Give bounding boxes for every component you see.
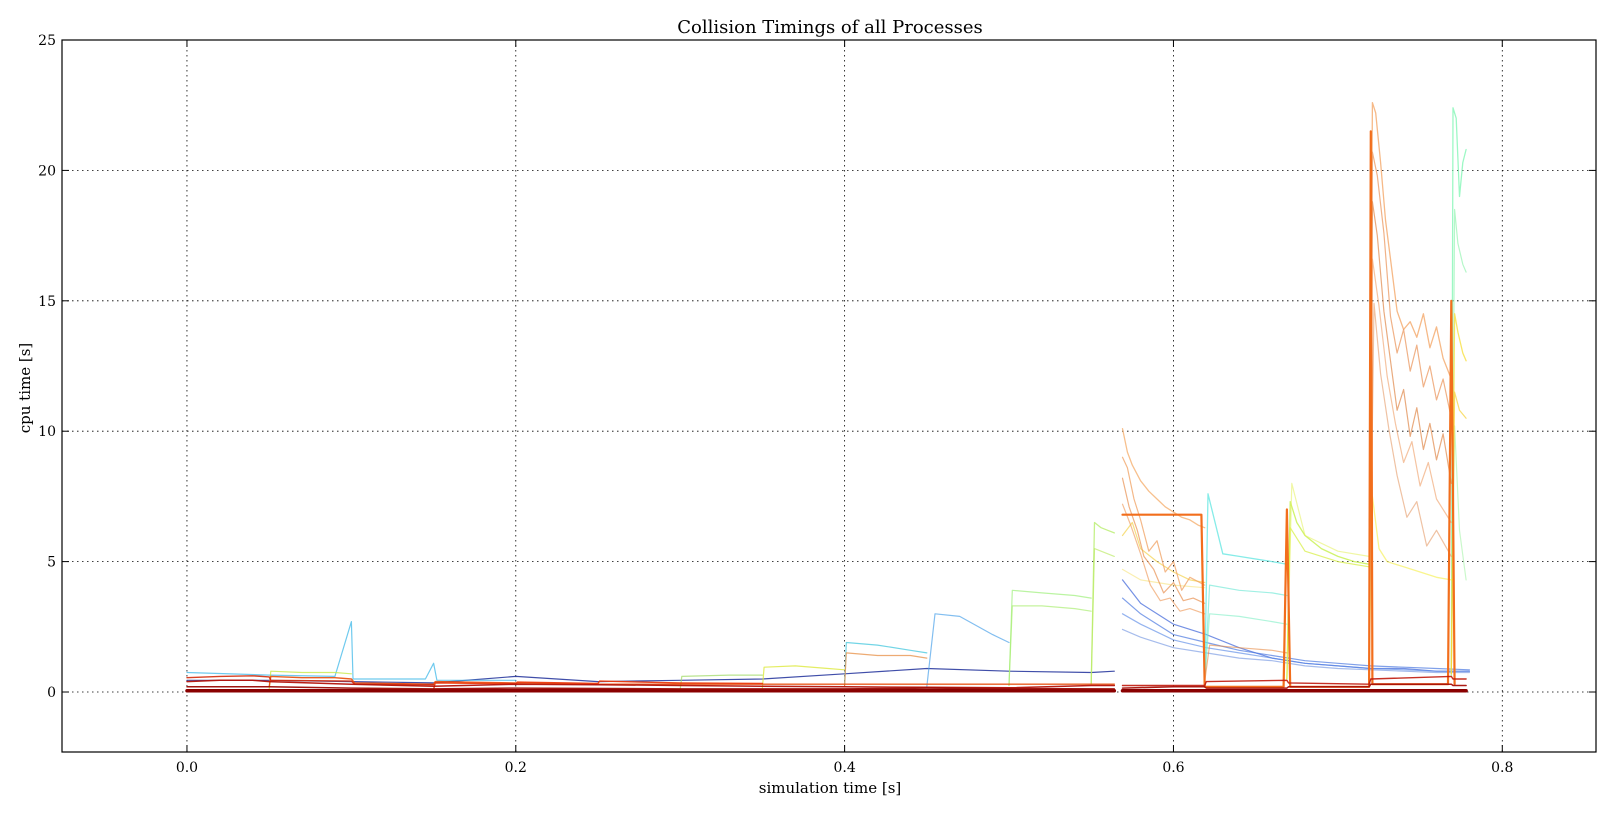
x-tick-label: 0.6 bbox=[1162, 760, 1184, 776]
series-line-25 bbox=[1368, 495, 1452, 672]
axis-layer: 0.0 0.2 0.4 0.6 0.8 0 5 10 15 20 25 bbox=[38, 33, 1597, 776]
grid-layer bbox=[62, 39, 1596, 752]
y-tick-label: 10 bbox=[38, 424, 56, 440]
x-tick-label: 0.4 bbox=[833, 760, 855, 776]
series-line-39 bbox=[1204, 644, 1288, 683]
plot-frame bbox=[61, 39, 1597, 753]
series-line-10 bbox=[1204, 584, 1288, 683]
series-line-8 bbox=[843, 641, 928, 685]
series-line-2 bbox=[1121, 579, 1471, 672]
series-line-6 bbox=[926, 613, 1010, 688]
series-line-7 bbox=[186, 620, 517, 681]
series-line-36 bbox=[1368, 201, 1452, 670]
series-line-3 bbox=[1121, 597, 1471, 671]
y-tick-label: 0 bbox=[47, 685, 56, 701]
series-line-11 bbox=[1204, 613, 1288, 683]
series-line-41 bbox=[1121, 130, 1456, 688]
series-layer bbox=[185, 101, 1471, 693]
y-tick-label: 20 bbox=[38, 163, 56, 179]
series-line-32 bbox=[1121, 477, 1206, 604]
series-line-9 bbox=[1204, 493, 1288, 680]
series-line-29 bbox=[1121, 568, 1206, 589]
x-tick-label: 0.8 bbox=[1491, 760, 1513, 776]
y-axis-label: cpu time [s] bbox=[16, 343, 34, 434]
x-tick-label: 0.0 bbox=[176, 760, 198, 776]
series-line-38 bbox=[1368, 302, 1452, 672]
series-line-21 bbox=[1286, 482, 1370, 680]
series-line-4 bbox=[1121, 613, 1471, 672]
series-line-50 bbox=[1121, 683, 1467, 689]
series-line-46 bbox=[1121, 675, 1467, 687]
x-tick-label: 0.2 bbox=[505, 760, 527, 776]
series-line-5 bbox=[1121, 628, 1471, 674]
y-tick-label: 5 bbox=[47, 555, 56, 571]
y-tick-label: 25 bbox=[38, 33, 56, 49]
chart-title: Collision Timings of all Processes bbox=[677, 17, 983, 38]
series-line-12 bbox=[1450, 107, 1467, 675]
series-line-28 bbox=[1121, 521, 1206, 584]
series-line-40 bbox=[843, 652, 928, 688]
series-line-35 bbox=[1368, 151, 1452, 667]
series-line-20 bbox=[1286, 527, 1370, 680]
series-line-19 bbox=[1286, 500, 1370, 680]
series-line-30 bbox=[1121, 427, 1206, 529]
series-line-43 bbox=[432, 680, 764, 691]
series-line-16 bbox=[1008, 605, 1092, 687]
series-line-49 bbox=[186, 686, 1116, 690]
series-line-17 bbox=[1090, 521, 1115, 685]
series-line-22 bbox=[761, 665, 846, 689]
y-tick-label: 15 bbox=[38, 294, 56, 310]
series-line-24 bbox=[679, 674, 764, 691]
series-line-33 bbox=[1121, 503, 1206, 615]
series-line-45 bbox=[186, 679, 1116, 689]
series-line-31 bbox=[1121, 456, 1206, 591]
x-axis-label: simulation time [s] bbox=[759, 779, 902, 797]
series-line-37 bbox=[1368, 258, 1452, 670]
series-line-18 bbox=[1090, 547, 1115, 685]
